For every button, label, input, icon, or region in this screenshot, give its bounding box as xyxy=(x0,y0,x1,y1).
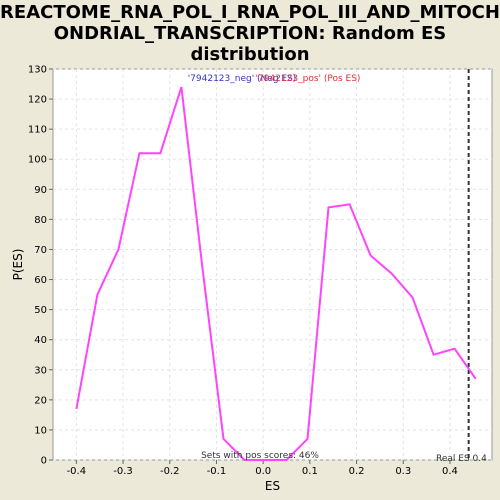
grid-layer xyxy=(53,68,492,461)
y-tick-label: 40 xyxy=(34,335,47,346)
chart-title-line-2: ONDRIAL_TRANSCRIPTION: Random ES xyxy=(53,23,447,44)
legend-pos-label: '7942123_pos' (Pos ES) xyxy=(256,74,361,84)
chart-title-line-3: distribution xyxy=(190,44,310,65)
real-es-label: Real ES 0.4 xyxy=(436,454,487,464)
x-tick-label: 0.4 xyxy=(442,466,458,477)
plot-area xyxy=(52,68,493,461)
chart-title: REACTOME_RNA_POL_I_RNA_POL_III_AND_MITOC… xyxy=(0,2,500,65)
legend-neg-label: '7942123_neg' (Neg ES) xyxy=(188,74,297,84)
x-tick-label: -0.4 xyxy=(67,466,87,477)
y-tick-label: 70 xyxy=(34,245,47,256)
y-tick-label: 110 xyxy=(28,125,47,136)
y-tick-label: 120 xyxy=(28,95,47,106)
y-tick-label: 50 xyxy=(34,305,47,316)
y-tick-label: 0 xyxy=(41,456,47,467)
x-tick-label: 0.3 xyxy=(395,466,411,477)
y-tick-label: 100 xyxy=(28,155,47,166)
x-tick-label: 0.1 xyxy=(302,466,318,477)
y-axis-label: P(ES) xyxy=(11,249,25,281)
y-tick-label: 130 xyxy=(28,65,47,76)
y-tick-label: 10 xyxy=(34,425,47,436)
chart-title-line-1: REACTOME_RNA_POL_I_RNA_POL_III_AND_MITOC… xyxy=(0,2,500,23)
x-tick-label: 0.2 xyxy=(349,466,365,477)
sets-pos-scores-label: Sets with pos scores: 46% xyxy=(201,451,319,461)
y-tick-label: 20 xyxy=(34,395,47,406)
y-tick-label: 30 xyxy=(34,365,47,376)
x-axis-label: ES xyxy=(265,479,280,493)
y-tick-label: 90 xyxy=(34,185,47,196)
x-tick-label: -0.3 xyxy=(113,466,133,477)
y-tick-label: 80 xyxy=(34,215,47,226)
x-tick-label: -0.1 xyxy=(207,466,227,477)
axis-layer: 0 10 20 30 40 50 60 70 80 90 100 110 120 130 -0.4 -0.3 -… xyxy=(28,65,458,478)
x-tick-label: 0.0 xyxy=(255,466,271,477)
x-tick-label: -0.2 xyxy=(160,466,180,477)
y-tick-label: 60 xyxy=(34,275,47,286)
series-line-random-es xyxy=(75,86,477,461)
